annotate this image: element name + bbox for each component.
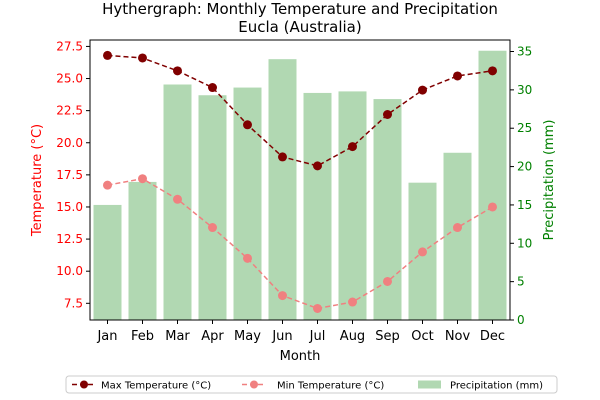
legend-label: Precipitation (mm) — [450, 381, 543, 392]
y-left-tick-label: 25.0 — [56, 72, 83, 86]
precip-bar — [198, 95, 227, 320]
temp-point — [138, 53, 147, 63]
legend-marker — [250, 380, 258, 389]
legend-label: Min Temperature (°C) — [277, 381, 384, 392]
x-tick-label: Apr — [201, 329, 224, 344]
precip-bar — [443, 152, 472, 320]
precip-bar — [93, 204, 122, 320]
temp-line — [107, 54, 493, 167]
precip-bar — [268, 59, 297, 321]
temp-point — [208, 83, 217, 93]
y-left-tick-label: 7.5 — [64, 296, 83, 310]
temp-point — [418, 247, 427, 257]
y-left-tick-label: 20.0 — [56, 136, 83, 150]
precip-bar — [303, 92, 332, 320]
legend-marker — [80, 380, 88, 389]
y-axis-label-right: Precipitation (mm) — [542, 120, 557, 241]
x-axis-label: Month — [280, 349, 321, 364]
precip-bar — [128, 181, 157, 320]
temp-point — [138, 174, 147, 184]
x-tick-label: Sep — [375, 329, 400, 344]
y-left-tick-label: 17.5 — [56, 168, 83, 182]
y-right-tick-label: 0 — [517, 313, 525, 327]
x-tick-label: Dec — [480, 329, 505, 344]
precip-bar — [478, 50, 507, 321]
y-left-tick-label: 15.0 — [56, 200, 83, 214]
plot-area: 7.5 10.0 12.5 15.0 17.5 20.0 22.5 25.0 27.5 0 5 10 1… — [56, 39, 532, 344]
temp-point — [103, 50, 112, 60]
x-tick-label: Jul — [309, 329, 326, 344]
legend-bar-swatch — [418, 380, 441, 389]
temp-point — [278, 291, 287, 301]
x-tick-label: Nov — [445, 329, 471, 344]
x-tick-label: Jun — [271, 329, 292, 344]
y-left-tick-label: 10.0 — [56, 264, 83, 278]
temp-point — [313, 161, 322, 171]
legend-label: Max Temperature (°C) — [101, 381, 211, 392]
chart-title: Hythergraph: Monthly Temperature and Pre… — [102, 0, 498, 18]
y-left-tick-label: 27.5 — [56, 39, 83, 53]
temp-point — [418, 85, 427, 95]
temp-point — [348, 297, 357, 307]
x-tick-label: Oct — [411, 329, 433, 344]
chart-subtitle: Eucla (Australia) — [238, 18, 361, 36]
temp-point — [243, 253, 252, 263]
y-right-tick-label: 30 — [517, 83, 532, 97]
y-right-tick-label: 20 — [517, 160, 532, 174]
x-tick-label: Feb — [131, 329, 154, 344]
temp-point — [488, 66, 497, 76]
y-right-tick-label: 10 — [517, 236, 532, 250]
temp-point — [103, 180, 112, 190]
y-left-tick-label: 22.5 — [56, 104, 83, 118]
precip-bar — [338, 91, 367, 320]
temp-point — [208, 223, 217, 233]
y-right-tick-label: 15 — [517, 198, 532, 212]
temp-point — [488, 202, 497, 212]
legend: Max Temperature (°C) Min Temperature (°C)… — [65, 375, 558, 394]
temp-point — [383, 109, 392, 119]
temp-line — [107, 177, 493, 310]
temp-point — [278, 152, 287, 162]
temp-point — [243, 120, 252, 130]
temp-point — [383, 276, 392, 286]
temp-point — [173, 66, 182, 76]
plot-frame — [89, 39, 511, 321]
y-axis-label-left: Temperature (°C) — [30, 124, 45, 237]
x-tick-label: Mar — [165, 329, 190, 344]
x-tick-label: May — [234, 329, 261, 344]
legend-box — [65, 375, 558, 394]
temp-point — [453, 223, 462, 233]
temp-point — [173, 194, 182, 204]
y-right-tick-label: 25 — [517, 121, 532, 135]
y-right-tick-label: 5 — [517, 275, 525, 289]
temp-point — [453, 71, 462, 81]
y-left-tick-label: 12.5 — [56, 232, 83, 246]
x-tick-label: Jan — [96, 329, 117, 344]
temp-point — [313, 303, 322, 313]
x-tick-label: Aug — [340, 329, 365, 344]
y-right-tick-label: 35 — [517, 45, 532, 59]
temp-point — [348, 142, 357, 152]
